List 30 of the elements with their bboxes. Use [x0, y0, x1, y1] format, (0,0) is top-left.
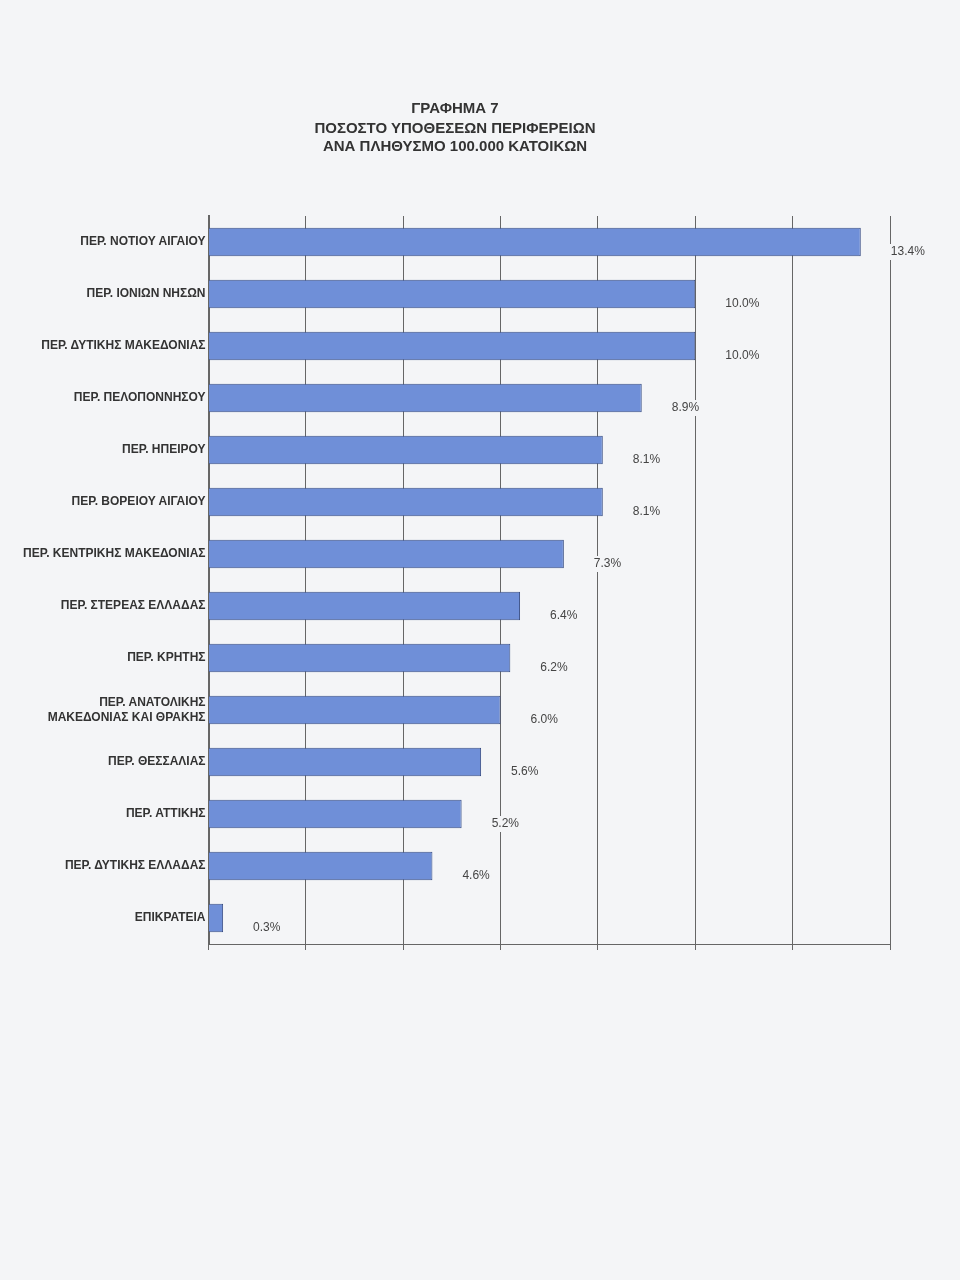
data-label: 5.6%	[511, 764, 539, 779]
y-tick-label: ΠΕΡ. ΠΕΛΟΠΟΝΝΗΣΟΥ	[73, 390, 206, 405]
y-tick-label: ΠΕΡ. ΙΟΝΙΩΝ ΝΗΣΩΝ	[86, 286, 206, 301]
y-tick-label: ΠΕΡ. ΔΥΤΙΚΗΣ ΕΛΛΑΔΑΣ	[64, 858, 206, 873]
y-tick-label: ΠΕΡ. ΑΝΑΤΟΛΙΚΗΣ ΜΑΚΕΔΟΝΙΑΣ ΚΑΙ ΘΡΑΚΗΣ	[47, 695, 206, 724]
data-label: 6.4%	[550, 608, 578, 623]
y-tick-label: ΠΕΡ. ΘΕΣΣΑΛΙΑΣ	[108, 754, 206, 769]
data-label: 6.0%	[530, 712, 559, 727]
y-tick-label: ΕΠΙΚΡΑΤΕΙΑ	[134, 910, 206, 925]
y-tick-label: ΠΕΡ. ΣΤΕΡΕΑΣ ΕΛΛΑΔΑΣ	[60, 598, 206, 613]
y-tick-label: ΠΕΡ. ΒΟΡΕΙΟΥ ΑΙΓΑΙΟΥ	[71, 494, 206, 509]
data-label: 8.9%	[671, 400, 700, 415]
y-tick-label: ΠΕΡ. ΚΕΝΤΡΙΚΗΣ ΜΑΚΕΔΟΝΙΑΣ	[23, 546, 206, 561]
data-label: 7.3%	[593, 556, 622, 571]
chart-title: ΓΡΑΦΗΜΑ 7	[411, 99, 499, 117]
data-label: 13.4%	[890, 244, 926, 259]
data-label: 4.6%	[462, 868, 491, 883]
y-tick-label: ΠΕΡ. ΑΤΤΙΚΗΣ	[125, 806, 206, 821]
data-label: 10.0%	[725, 296, 760, 311]
y-tick-label: ΠΕΡ. ΝΟΤΙΟΥ ΑΙΓΑΙΟΥ	[80, 234, 206, 249]
y-tick-label: ΠΕΡ. ΗΠΕΙΡΟΥ	[122, 442, 206, 457]
data-label: 8.1%	[632, 452, 661, 467]
chart-subtitle: ΠΟΣΟΣΤΟ ΥΠΟΘΕΣΕΩΝ ΠΕΡΙΦΕΡΕΙΩΝ ΑΝΑ ΠΛΗΘΥΣΜΟ 100.000 ΚΑΤΟΙΚΩΝ	[314, 119, 596, 155]
data-label: 0.3%	[253, 920, 281, 935]
y-tick-label: ΠΕΡ. ΔΥΤΙΚΗΣ ΜΑΚΕΔΟΝΙΑΣ	[41, 338, 206, 353]
data-label: 10.0%	[725, 348, 760, 363]
data-label: 6.2%	[540, 660, 568, 675]
data-label: 5.2%	[491, 816, 520, 831]
y-tick-label: ΠΕΡ. ΚΡΗΤΗΣ	[127, 650, 206, 665]
data-label: 8.1%	[632, 504, 661, 519]
